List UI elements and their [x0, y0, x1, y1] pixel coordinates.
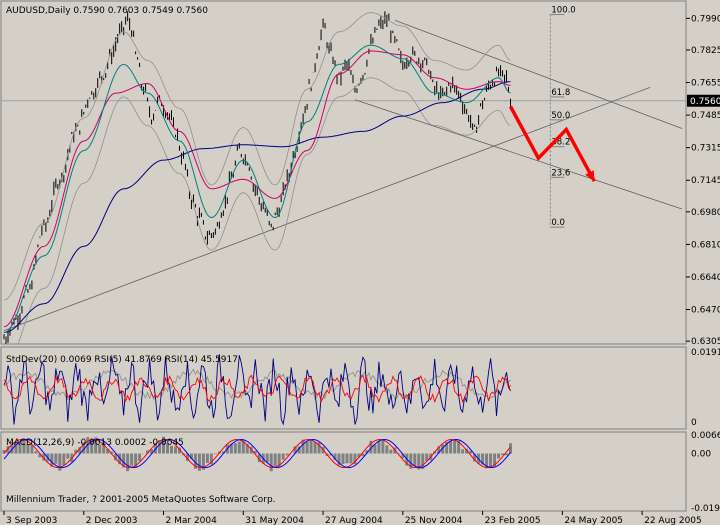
current-price-label: 0.7560 [690, 97, 720, 107]
price-tick-label: 0.7145 [691, 176, 720, 186]
price-tick-label: 0.7990 [691, 14, 720, 24]
moving-average-1 [3, 50, 511, 328]
price-tick-label: 0.7655 [691, 79, 720, 89]
fib-level-label: 23.6 [551, 168, 570, 178]
indicator2-tick-label: 0.0066 [691, 431, 720, 441]
price-tick-label: 0.7315 [691, 144, 720, 154]
trendline-1 [394, 19, 683, 129]
indicator1-tick-label: 0.0191 [691, 348, 720, 358]
indicator2-header: MACD(12,26,9) -0.0013 0.0002 -0.0045 [6, 438, 184, 448]
main-plot: 100.0 61.8 50.0 38.2 23.6 0.0 [1, 6, 686, 344]
price-tick-label: 0.6980 [691, 208, 720, 218]
date-tick-label: 22 Aug 2005 [644, 516, 702, 525]
moving-average-0 [3, 81, 511, 333]
date-tick-label: 31 May 2004 [245, 516, 304, 525]
date-tick-label: 27 Aug 2004 [325, 516, 383, 525]
projection-arrowhead [585, 170, 595, 182]
date-tick-label: 25 Nov 2004 [405, 516, 463, 525]
rsi5-line [3, 354, 511, 426]
indicator1-plot [3, 354, 511, 426]
trendline-0 [3, 86, 651, 331]
date-tick-label: 24 May 2005 [564, 516, 623, 525]
price-tick-label: 0.7825 [691, 46, 720, 56]
main-panel [0, 0, 687, 345]
fib-level-label: 61.8 [551, 88, 570, 98]
date-tick-label: 2 Dec 2003 [86, 516, 138, 525]
projection-arrow [508, 105, 596, 183]
indicator2-tick-label: -0.0194 [691, 504, 720, 514]
date-tick-label: 2 Mar 2004 [166, 516, 218, 525]
fib-level-label: 100.0 [551, 6, 575, 16]
indicator2-plot [2, 436, 513, 472]
date-tick-label: 23 Feb 2005 [485, 516, 541, 525]
axes: 0.7990 0.7825 0.7655 0.7485 0.7315 0.7145 0.69… [3, 14, 720, 525]
price-tick-label: 0.6810 [691, 240, 720, 250]
upper-band [3, 12, 511, 301]
copyright-text: Millennium Trader, ? 2001-2005 MetaQuote… [6, 495, 276, 505]
fib-level-label: 0.0 [551, 218, 565, 228]
fib-level-label: 50.0 [551, 111, 570, 121]
price-tick-label: 0.6305 [691, 337, 720, 347]
macd-line [3, 438, 511, 469]
lower-band [17, 77, 511, 344]
price-tick-label: 0.6470 [691, 306, 720, 316]
macd-signal-line [3, 438, 511, 469]
rsi14-line [3, 374, 511, 404]
indicator2-panel [0, 431, 687, 512]
price-tick-label: 0.6640 [691, 273, 720, 283]
date-tick-label: 3 Sep 2003 [6, 516, 57, 525]
price-tick-label: 0.7485 [691, 111, 720, 121]
fib-level-label: 38.2 [551, 138, 570, 148]
indicator1-tick-label: 0 [691, 418, 697, 428]
symbol-header: AUDUSD,Daily 0.7590 0.7603 0.7549 0.7560 [6, 6, 208, 16]
indicator1-header: StdDev(20) 0.0069 RSI(5) 41.8769 RSI(14)… [6, 355, 238, 365]
moving-average-2 [3, 44, 511, 333]
indicator1-panel [0, 346, 687, 430]
indicator2-tick-label: 0.00 [691, 450, 711, 460]
current-price-box [687, 94, 720, 107]
trendline-2 [354, 99, 683, 210]
